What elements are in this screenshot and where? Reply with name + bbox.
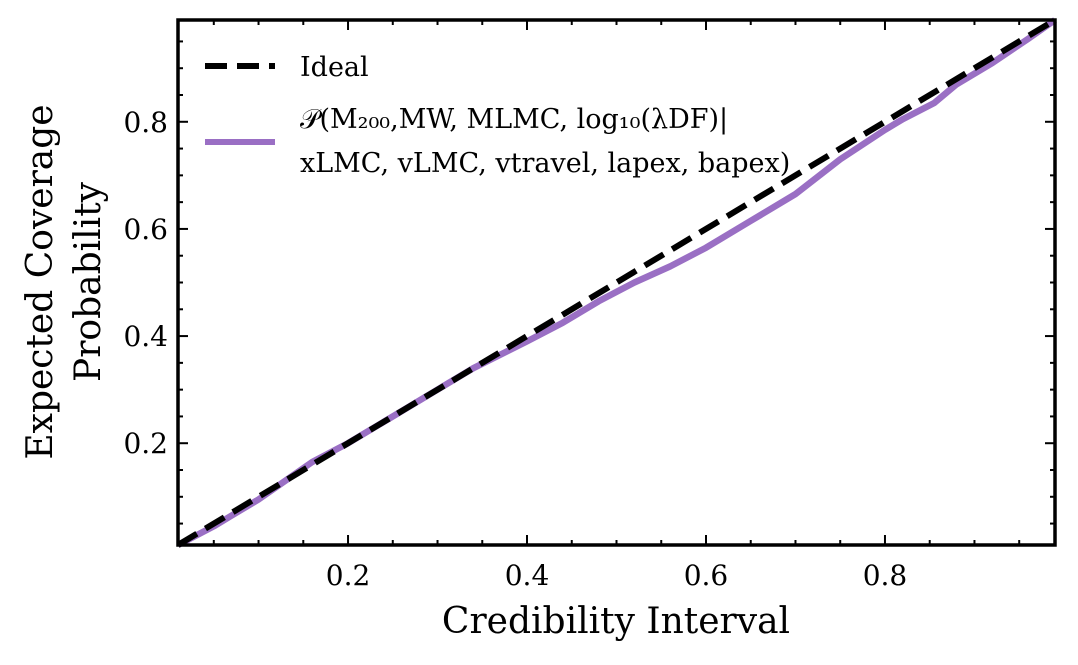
y-tick-label: 0.8 [123, 106, 168, 139]
x-tick-label: 0.8 [863, 559, 908, 592]
legend: Ideal 𝒫(M₂₀₀,MW, MLMC, log₁₀(λDF)| xLMC,… [205, 52, 790, 179]
y-tick-label: 0.4 [123, 320, 168, 353]
x-ticks: 0.2 0.4 0.6 0.8 [212, 20, 1021, 592]
legend-label-posterior-line-1: 𝒫(M₂₀₀,MW, MLMC, log₁₀(λDF)| [300, 104, 728, 135]
plot-marks [176, 17, 1057, 548]
y-axis-label-line-2: Probability [68, 181, 109, 382]
legend-label-ideal: Ideal [300, 52, 369, 83]
y-tick-label: 0.2 [123, 427, 168, 460]
x-tick-label: 0.6 [684, 559, 729, 592]
x-tick-label: 0.2 [326, 559, 371, 592]
series-line-ideal [176, 17, 1057, 548]
y-axis-label-line-1: Expected Coverage [20, 104, 61, 459]
legend-label-posterior-line-2: xLMC, vLMC, vtravel, lapex, bapex) [300, 148, 790, 179]
y-axis-label: Expected Coverage Probability [20, 104, 109, 459]
y-ticks: 0.2 0.4 0.6 0.8 [123, 40, 1055, 525]
x-tick-label: 0.4 [505, 559, 550, 592]
x-axis-label: Credibility Interval [442, 601, 790, 642]
y-tick-label: 0.6 [123, 213, 168, 246]
